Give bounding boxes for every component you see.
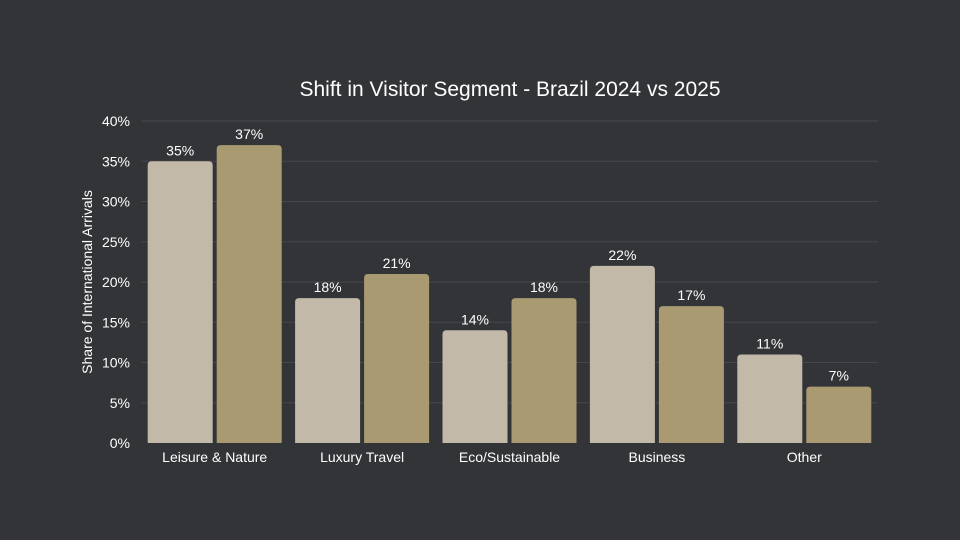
- x-category-label: Eco/Sustainable: [459, 449, 560, 465]
- y-tick-label: 20%: [102, 274, 130, 290]
- y-axis-title: Share of International Arrivals: [79, 190, 95, 374]
- data-label-2024: 18%: [314, 279, 342, 295]
- data-label-2025: 37%: [235, 126, 263, 142]
- data-label-2025: 17%: [677, 287, 705, 303]
- data-label-2025: 21%: [383, 255, 411, 271]
- x-category-label: Other: [787, 449, 822, 465]
- y-tick-label: 0%: [110, 435, 130, 451]
- y-tick-label: 25%: [102, 234, 130, 250]
- bar-2024-0: [147, 161, 213, 443]
- data-label-2024: 22%: [608, 247, 636, 263]
- y-tick-label: 15%: [102, 314, 130, 330]
- x-category-label: Luxury Travel: [320, 449, 404, 465]
- y-tick-label: 35%: [102, 153, 130, 169]
- bar-2024-1: [295, 298, 361, 443]
- x-axis-categories: Leisure & Nature Luxury Travel Eco/Sustain…: [162, 449, 822, 465]
- bar-2025-0: [216, 145, 282, 443]
- data-label-2024: 14%: [461, 311, 489, 327]
- data-label-2024: 11%: [756, 335, 783, 351]
- y-tick-label: 5%: [110, 395, 130, 411]
- data-label-2025: 7%: [829, 368, 849, 384]
- bar-2025-3: [658, 306, 724, 443]
- y-axis-ticks: 0% 5% 10% 15% 20% 25% 30% 35% 40%: [102, 113, 130, 451]
- x-category-label: Leisure & Nature: [162, 449, 267, 465]
- y-tick-label: 10%: [102, 355, 130, 371]
- bar-2025-2: [511, 298, 577, 443]
- x-category-label: Business: [628, 449, 685, 465]
- y-tick-label: 30%: [102, 194, 130, 210]
- bar-2024-4: [737, 354, 803, 443]
- y-tick-label: 40%: [102, 113, 130, 129]
- bar-2024-3: [589, 265, 655, 443]
- chart-title: Shift in Visitor Segment - Brazil 2024 v…: [300, 78, 721, 101]
- bar-2025-1: [364, 273, 430, 443]
- bar-2025-4: [806, 386, 872, 443]
- bar-2024-2: [442, 330, 508, 443]
- data-label-2025: 18%: [530, 279, 558, 295]
- data-labels: 35% 37% 18% 21% 14% 18% 22% 17% 11% 7%: [166, 126, 849, 384]
- data-label-2024: 35%: [166, 142, 194, 158]
- bars: [147, 145, 872, 443]
